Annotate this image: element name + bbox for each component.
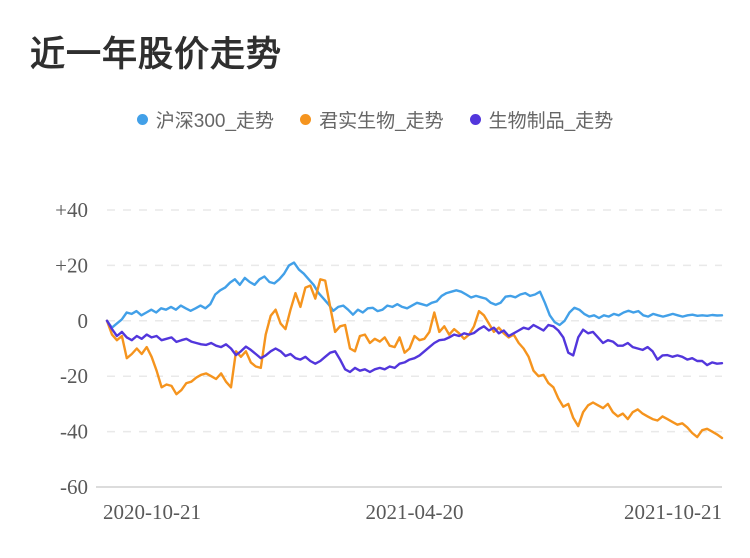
x-tick-label: 2020-10-21 (103, 500, 201, 524)
x-tick-label: 2021-10-21 (624, 500, 722, 524)
legend-label-hs300: 沪深300_走势 (155, 111, 275, 132)
y-tick-label: -60 (60, 475, 88, 499)
x-tick-label: 2021-04-20 (366, 500, 464, 524)
legend-dot-bioproducts-icon (469, 114, 481, 125)
legend-item-bioproducts[interactable]: 生物制品_走势 (469, 106, 614, 133)
legend-item-junshi[interactable]: 君实生物_走势 (300, 106, 444, 133)
y-tick-label: -20 (60, 364, 88, 388)
series-line-2 (105, 319, 724, 374)
series-line-0 (105, 261, 724, 329)
y-tick-label: +20 (55, 253, 88, 277)
legend-item-hs300[interactable]: 沪深300_走势 (136, 106, 275, 133)
series-line-1 (105, 278, 724, 440)
y-tick-label: 0 (78, 309, 89, 333)
y-tick-label: +40 (55, 198, 88, 222)
legend-label-junshi: 君实生物_走势 (319, 111, 444, 132)
legend-dot-junshi-icon (300, 114, 312, 125)
legend-label-bioproducts: 生物制品_走势 (488, 111, 614, 132)
chart-title: 近一年股价走势 (30, 35, 283, 74)
legend-dot-hs300-icon (136, 114, 148, 125)
y-tick-label: -40 (60, 420, 88, 444)
chart-legend: 沪深300_走势 君实生物_走势 生物制品_走势 (0, 106, 750, 133)
